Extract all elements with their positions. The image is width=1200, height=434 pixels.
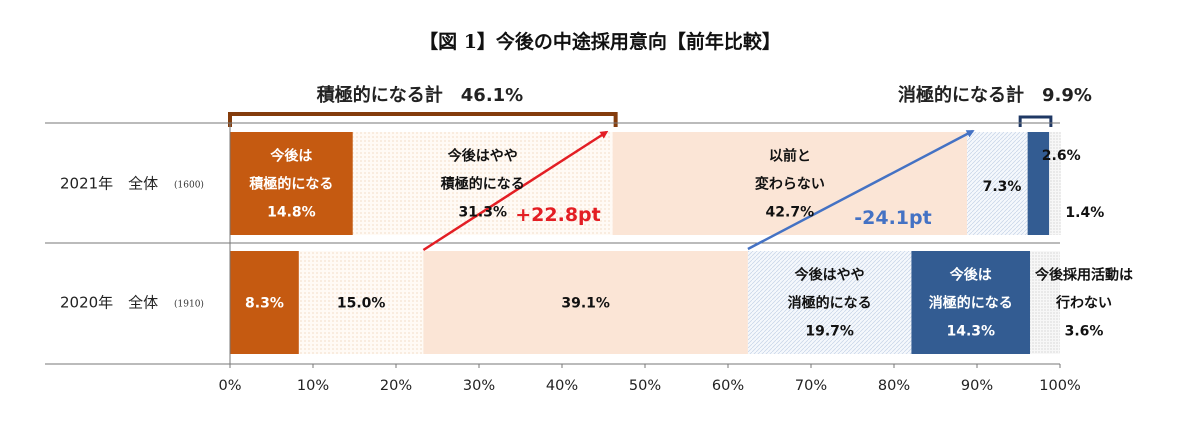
active-total-label: 積極的になる計 46.1%	[316, 84, 523, 106]
data-label-unchanged: 42.7%	[766, 205, 815, 221]
bar-segment-passive	[911, 251, 1031, 354]
bar-segment-passive	[1027, 132, 1050, 235]
increase-annotation: +22.8pt	[515, 204, 600, 226]
bar-segment-active	[230, 251, 299, 354]
data-label-active: 14.8%	[267, 205, 316, 221]
data-label-unchanged: 変わらない	[755, 176, 825, 193]
x-tick-label: 60%	[712, 378, 744, 394]
bar-segment-somewhat_passive	[967, 132, 1028, 235]
data-label-unchanged: 以前と	[769, 148, 811, 165]
row-label: 2021年 全体	[60, 175, 158, 193]
x-tick-label: 0%	[218, 378, 241, 394]
bar-segment-no_activity	[1030, 251, 1060, 354]
x-tick-label: 100%	[1039, 378, 1080, 394]
data-label-active: 積極的になる	[248, 176, 333, 193]
data-label-somewhat_active: 31.3%	[458, 205, 507, 221]
x-tick-label: 50%	[629, 378, 661, 394]
x-tick-label: 80%	[878, 378, 910, 394]
data-label-no_activity: 3.6%	[1065, 324, 1104, 340]
x-tick-label: 70%	[795, 378, 827, 394]
data-label-passive: 2.6%	[1042, 148, 1081, 164]
data-label-somewhat_passive: 消極的になる	[788, 295, 872, 312]
data-label-somewhat_passive: 19.7%	[805, 324, 854, 340]
data-label-active: 8.3%	[245, 296, 284, 312]
data-label-somewhat_passive: 7.3%	[983, 179, 1022, 195]
x-tick-label: 40%	[546, 378, 578, 394]
decrease-arrow	[747, 129, 975, 251]
decrease-annotation: -24.1pt	[854, 207, 931, 229]
bar-segment-no_activity	[1049, 132, 1061, 235]
data-label-unchanged: 39.1%	[561, 296, 610, 312]
bar-segment-somewhat_passive	[747, 251, 912, 354]
data-label-passive: 14.3%	[946, 324, 995, 340]
data-label-active: 今後は	[269, 148, 312, 165]
passive-total-bracket	[1018, 115, 1053, 127]
passive-total-label: 消極的になる計 9.9%	[898, 84, 1092, 106]
data-label-no_activity: 今後採用活動は	[1034, 267, 1133, 284]
data-label-no_activity: 1.4%	[1065, 205, 1104, 221]
x-tick-label: 10%	[297, 378, 329, 394]
bar-segment-unchanged	[423, 251, 748, 354]
row-sample-size: (1600)	[174, 180, 204, 191]
bar-segment-somewhat_active	[352, 132, 613, 235]
bar-segment-unchanged	[612, 132, 968, 235]
x-tick-label: 30%	[463, 378, 495, 394]
x-tick-label: 20%	[380, 378, 412, 394]
bar-segment-active	[230, 132, 353, 235]
chart-title: 【図 1】今後の中途採用意向【前年比較】	[419, 30, 781, 53]
data-label-passive: 今後は	[949, 267, 992, 284]
active-total-bracket	[228, 112, 618, 127]
data-label-passive: 消極的になる	[929, 295, 1013, 312]
data-label-somewhat_active: 積極的になる	[440, 176, 525, 193]
data-label-somewhat_active: 今後はやや	[447, 148, 518, 165]
data-label-no_activity: 行わない	[1055, 295, 1112, 312]
data-label-somewhat_active: 15.0%	[337, 296, 386, 312]
bar-segment-somewhat_active	[298, 251, 424, 354]
row-sample-size: (1910)	[174, 299, 204, 310]
x-tick-label: 90%	[961, 378, 993, 394]
row-label: 2020年 全体	[60, 294, 158, 312]
increase-arrow	[422, 130, 609, 252]
data-label-somewhat_passive: 今後はやや	[794, 267, 865, 284]
